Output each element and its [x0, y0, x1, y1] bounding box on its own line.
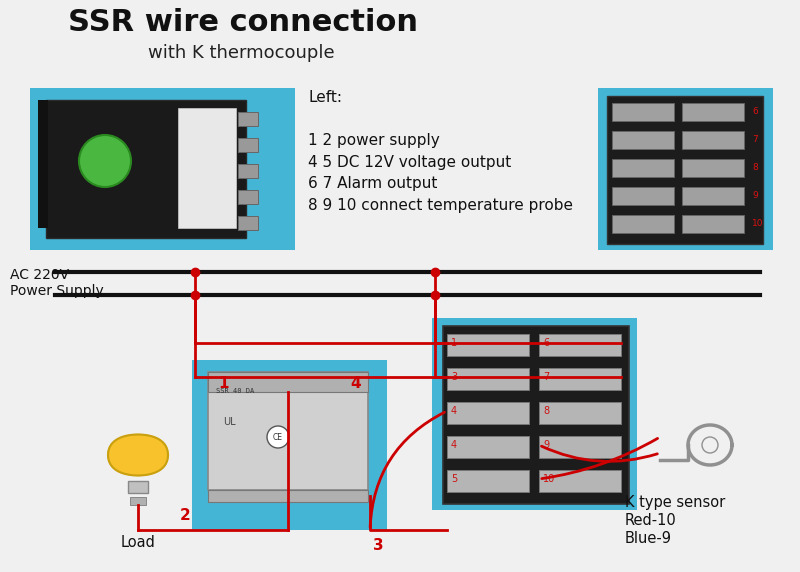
Text: 6: 6 — [752, 106, 758, 116]
Text: SSR 40 DA: SSR 40 DA — [216, 388, 254, 394]
Bar — [612, 159, 674, 177]
Bar — [208, 372, 368, 490]
Text: SSR wire connection: SSR wire connection — [68, 8, 418, 37]
Bar — [192, 360, 387, 530]
Bar — [612, 215, 674, 233]
Bar — [38, 100, 48, 228]
Text: 9: 9 — [752, 190, 758, 200]
Bar — [612, 103, 674, 121]
Text: Power Supply: Power Supply — [10, 284, 104, 298]
Text: Load: Load — [121, 535, 155, 550]
Bar — [208, 372, 368, 392]
Bar — [682, 215, 744, 233]
Text: Red-10: Red-10 — [625, 513, 677, 528]
Bar — [208, 490, 368, 502]
Text: with K thermocouple: with K thermocouple — [148, 44, 334, 62]
Bar — [598, 88, 773, 250]
Bar — [447, 436, 529, 458]
Text: CE: CE — [273, 432, 283, 442]
Bar — [539, 470, 621, 492]
Bar — [682, 103, 744, 121]
Circle shape — [267, 426, 289, 448]
Polygon shape — [108, 435, 168, 475]
Text: 3: 3 — [451, 372, 457, 382]
Text: 2: 2 — [180, 507, 190, 522]
Bar — [607, 96, 763, 244]
Bar — [539, 436, 621, 458]
Bar — [447, 470, 529, 492]
Text: 8: 8 — [752, 162, 758, 172]
Bar — [238, 190, 258, 204]
Text: UL: UL — [223, 417, 236, 427]
Text: 9: 9 — [543, 440, 549, 450]
Bar — [612, 187, 674, 205]
Bar — [130, 497, 146, 505]
Bar — [539, 402, 621, 424]
Bar — [238, 216, 258, 230]
Text: AC 220V: AC 220V — [10, 268, 69, 282]
Bar — [238, 138, 258, 152]
Text: 1: 1 — [451, 338, 457, 348]
Bar — [539, 368, 621, 390]
Text: 1: 1 — [218, 376, 229, 391]
Text: 3: 3 — [373, 538, 384, 553]
Text: 4: 4 — [451, 440, 457, 450]
Text: K type sensor: K type sensor — [625, 495, 726, 510]
Text: 7: 7 — [752, 134, 758, 144]
Bar — [447, 368, 529, 390]
Circle shape — [702, 437, 718, 453]
Bar — [46, 100, 246, 238]
Text: 4: 4 — [451, 406, 457, 416]
Bar — [682, 187, 744, 205]
Bar — [682, 159, 744, 177]
Bar — [30, 88, 295, 250]
Bar — [238, 164, 258, 178]
Text: 10: 10 — [543, 474, 555, 484]
Bar — [447, 402, 529, 424]
Bar — [612, 131, 674, 149]
Text: 5: 5 — [451, 474, 458, 484]
Circle shape — [79, 135, 131, 187]
Bar — [238, 112, 258, 126]
Text: 7: 7 — [543, 372, 550, 382]
Text: 6: 6 — [543, 338, 549, 348]
Bar — [178, 108, 236, 228]
Bar — [447, 334, 529, 356]
Bar — [128, 481, 148, 493]
Text: Left:

1 2 power supply
4 5 DC 12V voltage output
6 7 Alarm output
8 9 10 connec: Left: 1 2 power supply 4 5 DC 12V voltag… — [308, 90, 573, 213]
Bar — [432, 318, 637, 510]
Bar — [539, 334, 621, 356]
Text: Blue-9: Blue-9 — [625, 531, 672, 546]
Text: 4: 4 — [350, 376, 361, 391]
Text: 10: 10 — [752, 219, 763, 228]
Text: 8: 8 — [543, 406, 549, 416]
Bar — [682, 131, 744, 149]
Bar — [443, 326, 629, 504]
